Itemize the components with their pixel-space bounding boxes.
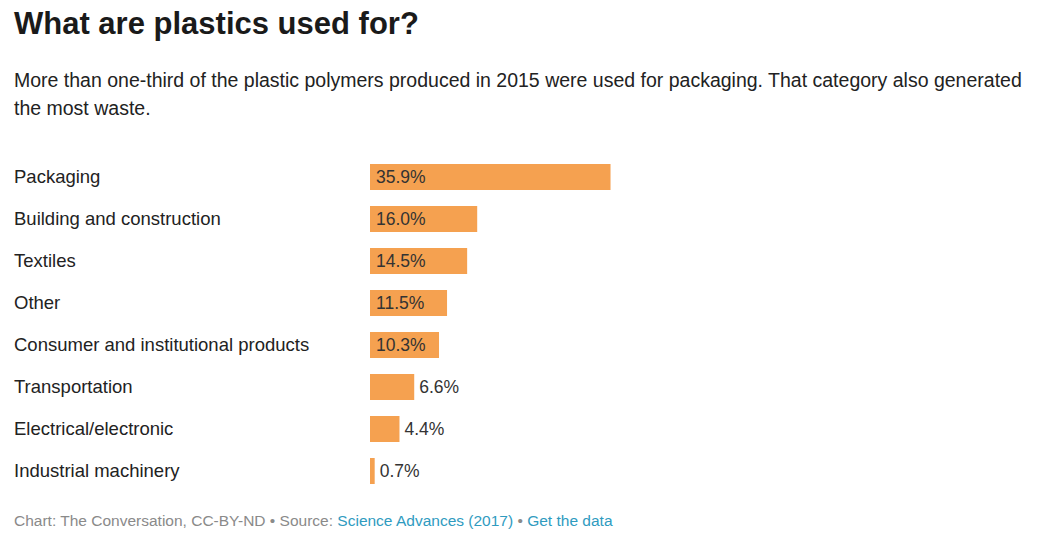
- svg-text:0.7%: 0.7%: [380, 461, 420, 481]
- svg-text:Transportation: Transportation: [14, 376, 133, 397]
- svg-text:35.9%: 35.9%: [376, 167, 426, 187]
- html-text:More than one-third of the pla: More than one-third of the plastic polym…: [14, 69, 1022, 119]
- svg-text:16.0%: 16.0%: [376, 209, 426, 229]
- svg-text:Electrical/electronic: Electrical/electronic: [14, 418, 173, 439]
- svg-text:6.6%: 6.6%: [419, 377, 459, 397]
- svg-text:4.4%: 4.4%: [404, 419, 444, 439]
- html-text:Chart: The Conversation, CC-BY: Chart: The Conversation, CC-BY-ND • Sour…: [14, 512, 613, 529]
- svg-text:Industrial machinery: Industrial machinery: [14, 460, 180, 481]
- svg-text:14.5%: 14.5%: [376, 251, 426, 271]
- svg-text:Textiles: Textiles: [14, 250, 76, 271]
- svg-text:Consumer and institutional pro: Consumer and institutional products: [14, 334, 309, 355]
- svg-text:Packaging: Packaging: [14, 166, 100, 187]
- svg-text:Building and construction: Building and construction: [14, 208, 221, 229]
- svg-text:10.3%: 10.3%: [376, 335, 426, 355]
- html-text:What are plastics used for?: What are plastics used for?: [14, 6, 419, 41]
- svg-text:11.5%: 11.5%: [376, 293, 424, 313]
- svg-text:Other: Other: [14, 292, 60, 313]
